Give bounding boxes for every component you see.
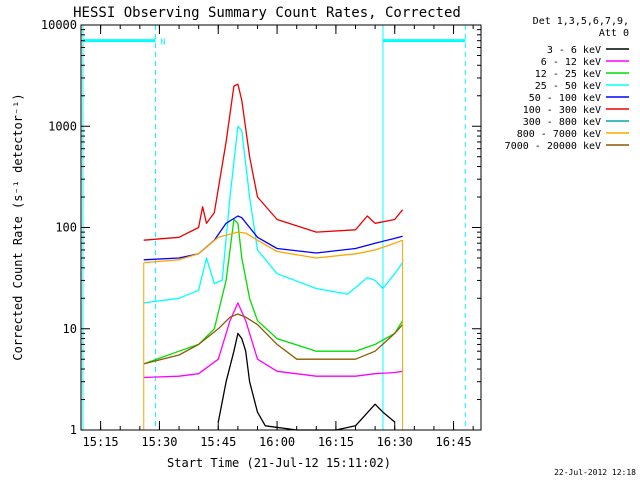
x-tick-label: 15:30 [141, 435, 177, 449]
legend-label-0: 3 - 6 keV [547, 45, 601, 56]
series-line-0 [217, 332, 396, 431]
plot-frame [80, 24, 482, 431]
legend-header-2: Att 0 [599, 28, 629, 39]
series-line-1 [143, 302, 403, 379]
axes: 1 10 100 1000 10000 15:15 15:30 15:45 16:00 16:15… [41, 18, 482, 449]
legend-label-1: 6 - 12 keV [541, 57, 601, 68]
series-line-2 [143, 218, 404, 365]
legend-label-6: 300 - 800 keV [523, 117, 601, 128]
y-tick-label: 10000 [41, 18, 77, 32]
plot-area: N [82, 25, 466, 431]
legend-label-8: 7000 - 20000 keV [505, 141, 601, 152]
y-tick-label: 10 [63, 322, 77, 336]
footer-date: 22-Jul-2012 12:18 [554, 468, 636, 477]
y-tick-label: 100 [55, 221, 77, 235]
legend-label-5: 100 - 300 keV [523, 105, 601, 116]
series-line-8 [143, 313, 404, 365]
legend-label-3: 25 - 50 keV [535, 81, 601, 92]
x-tick-label: 15:45 [200, 435, 236, 449]
x-tick-label: 16:30 [377, 435, 413, 449]
x-tick-label: 16:00 [259, 435, 295, 449]
night-marker-label: N [161, 38, 166, 47]
x-tick-label: 16:45 [435, 435, 471, 449]
chart-title: HESSI Observing Summary Count Rates, Cor… [73, 5, 461, 21]
legend-label-4: 50 - 100 keV [529, 93, 601, 104]
y-tick-label: 1000 [48, 119, 77, 133]
legend-label-2: 12 - 25 keV [535, 69, 601, 80]
x-axis-label: Start Time (21-Jul-12 15:11:02) [167, 456, 391, 470]
legend-label-7: 800 - 7000 keV [517, 129, 601, 140]
x-tick-label: 16:15 [318, 435, 354, 449]
series-line-4 [143, 215, 403, 261]
y-tick-label: 1 [70, 423, 77, 437]
series-line-5 [143, 83, 404, 241]
x-tick-label: 15:15 [83, 435, 119, 449]
series-line-7 [143, 231, 403, 264]
y-axis-label: Corrected Count Rate (s⁻¹ detector⁻¹) [11, 93, 25, 360]
legend-header-1: Det 1,3,5,6,7,9, [533, 16, 629, 27]
series-line-3 [143, 125, 404, 304]
